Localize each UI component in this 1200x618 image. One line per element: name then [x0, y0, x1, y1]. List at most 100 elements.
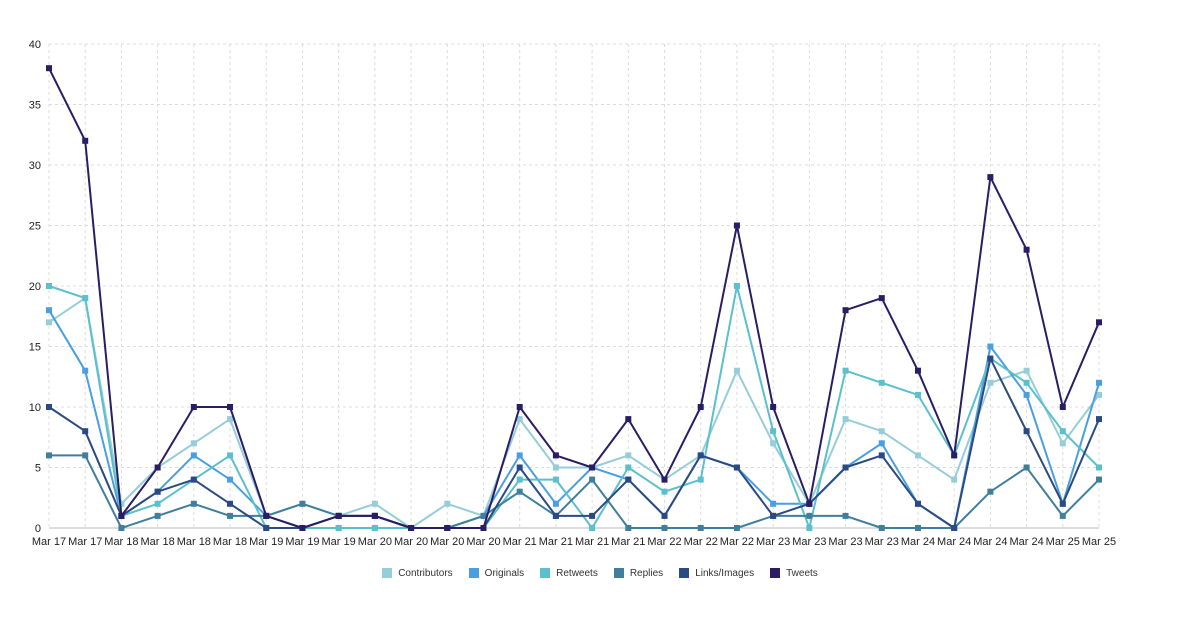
data-point[interactable]: [118, 500, 125, 507]
data-point[interactable]: [914, 500, 921, 507]
data-point[interactable]: [480, 525, 487, 531]
data-point[interactable]: [951, 525, 958, 531]
data-point[interactable]: [914, 452, 921, 459]
data-point[interactable]: [697, 525, 704, 531]
data-point[interactable]: [444, 525, 451, 531]
data-point[interactable]: [733, 222, 740, 229]
data-point[interactable]: [878, 379, 885, 386]
data-point[interactable]: [770, 404, 777, 410]
data-point[interactable]: [1096, 379, 1102, 386]
data-point[interactable]: [842, 307, 849, 314]
data-point[interactable]: [516, 476, 523, 483]
data-point[interactable]: [878, 440, 885, 447]
data-point[interactable]: [516, 488, 523, 495]
legend-item[interactable]: Contributors: [382, 568, 453, 579]
data-point[interactable]: [625, 416, 632, 423]
data-point[interactable]: [1023, 367, 1030, 374]
data-point[interactable]: [625, 452, 632, 459]
data-point[interactable]: [227, 404, 234, 410]
data-point[interactable]: [806, 500, 813, 507]
data-point[interactable]: [914, 525, 921, 531]
data-point[interactable]: [987, 343, 994, 350]
data-point[interactable]: [770, 512, 777, 519]
data-point[interactable]: [697, 476, 704, 483]
data-point[interactable]: [82, 295, 89, 302]
data-point[interactable]: [335, 525, 342, 531]
legend-item[interactable]: Retweets: [540, 568, 598, 579]
data-point[interactable]: [118, 525, 125, 531]
data-point[interactable]: [842, 512, 849, 519]
data-point[interactable]: [1059, 440, 1066, 447]
legend-item[interactable]: Links/Images: [679, 568, 754, 579]
data-point[interactable]: [1096, 416, 1102, 423]
data-point[interactable]: [190, 452, 197, 459]
data-point[interactable]: [154, 500, 161, 507]
data-point[interactable]: [1096, 319, 1102, 326]
data-point[interactable]: [1059, 500, 1066, 507]
data-point[interactable]: [697, 404, 704, 410]
data-point[interactable]: [661, 512, 668, 519]
data-point[interactable]: [951, 452, 958, 459]
data-point[interactable]: [552, 500, 559, 507]
data-point[interactable]: [987, 488, 994, 495]
data-point[interactable]: [263, 512, 270, 519]
data-point[interactable]: [697, 452, 704, 459]
data-point[interactable]: [878, 525, 885, 531]
data-point[interactable]: [1059, 404, 1066, 410]
data-point[interactable]: [770, 428, 777, 435]
data-point[interactable]: [46, 283, 52, 289]
data-point[interactable]: [118, 512, 125, 519]
data-point[interactable]: [46, 404, 52, 410]
data-point[interactable]: [661, 525, 668, 531]
data-point[interactable]: [516, 404, 523, 410]
data-point[interactable]: [878, 295, 885, 302]
legend-item[interactable]: Replies: [613, 568, 663, 579]
data-point[interactable]: [552, 512, 559, 519]
data-point[interactable]: [190, 440, 197, 447]
data-point[interactable]: [951, 476, 958, 483]
data-point[interactable]: [661, 476, 668, 483]
data-point[interactable]: [154, 512, 161, 519]
data-point[interactable]: [914, 391, 921, 398]
data-point[interactable]: [227, 416, 234, 423]
data-point[interactable]: [516, 464, 523, 471]
data-point[interactable]: [46, 307, 52, 314]
data-point[interactable]: [516, 416, 523, 423]
data-point[interactable]: [1023, 464, 1030, 471]
data-point[interactable]: [227, 512, 234, 519]
data-point[interactable]: [154, 488, 161, 495]
data-point[interactable]: [1023, 246, 1030, 253]
data-point[interactable]: [371, 512, 378, 519]
data-point[interactable]: [371, 525, 378, 531]
data-point[interactable]: [806, 512, 813, 519]
data-point[interactable]: [1023, 391, 1030, 398]
data-point[interactable]: [190, 476, 197, 483]
data-point[interactable]: [154, 464, 161, 471]
data-point[interactable]: [1059, 428, 1066, 435]
data-point[interactable]: [299, 525, 306, 531]
data-point[interactable]: [46, 65, 52, 72]
data-point[interactable]: [625, 464, 632, 471]
data-point[interactable]: [770, 500, 777, 507]
data-point[interactable]: [1096, 476, 1102, 483]
data-point[interactable]: [733, 464, 740, 471]
data-point[interactable]: [661, 488, 668, 495]
data-point[interactable]: [842, 367, 849, 374]
data-point[interactable]: [371, 500, 378, 507]
data-point[interactable]: [589, 476, 596, 483]
data-point[interactable]: [625, 525, 632, 531]
data-point[interactable]: [914, 367, 921, 374]
data-point[interactable]: [733, 525, 740, 531]
data-point[interactable]: [190, 500, 197, 507]
data-point[interactable]: [589, 525, 596, 531]
data-point[interactable]: [299, 500, 306, 507]
data-point[interactable]: [227, 452, 234, 459]
legend-item[interactable]: Tweets: [770, 568, 818, 579]
data-point[interactable]: [1023, 428, 1030, 435]
data-point[interactable]: [1096, 391, 1102, 398]
data-point[interactable]: [480, 512, 487, 519]
data-point[interactable]: [227, 500, 234, 507]
data-point[interactable]: [552, 476, 559, 483]
data-point[interactable]: [1096, 464, 1102, 471]
data-point[interactable]: [552, 452, 559, 459]
